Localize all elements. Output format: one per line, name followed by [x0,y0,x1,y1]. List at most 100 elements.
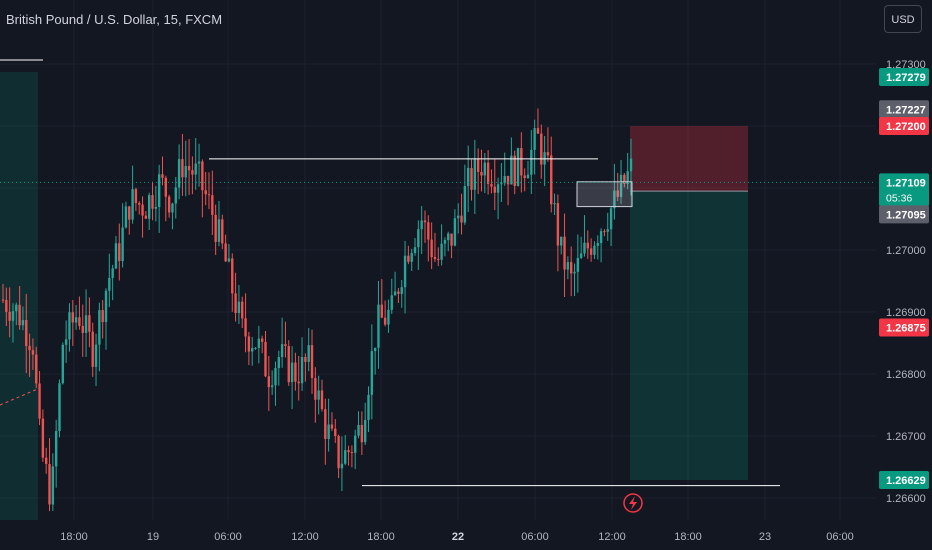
candle-body [35,354,38,384]
candle-body [556,203,560,246]
candle-body [506,176,510,185]
candle-body [28,345,31,351]
time-tick-label: 22 [452,531,464,543]
candle-body [41,418,45,458]
candle-body [483,162,486,176]
candle-body [373,347,377,352]
candle-body [589,248,593,255]
candle-body [443,240,447,244]
candle-body [231,258,234,294]
price-tags: 1.27279 1.27227 1.27200 1.27109 05:36 1.27095… [879,68,929,490]
candle-body [84,315,88,333]
candle-body [61,344,65,384]
price-tag-bg [879,205,929,224]
time-tick-label: 06:00 [826,531,854,543]
price-tag-bg [879,173,929,192]
candle-body [619,174,623,197]
candle-body [540,133,543,165]
candle-body [586,242,590,249]
price-tag-bg [879,68,929,87]
candle-body [234,293,237,313]
candle-body [151,195,154,209]
candle-body [347,450,350,453]
selection-box [576,181,633,208]
candle-body [280,344,284,358]
candle-body [51,466,55,505]
candle-body [284,344,287,347]
previous-position-zone [0,72,38,520]
candle-body [550,155,553,205]
candle-body [227,258,231,262]
candle-body [370,351,374,395]
price-axis[interactable]: 1.27300 1.27000 1.26900 1.26800 1.26700 1.266… [886,59,926,505]
candle-body [260,338,264,342]
time-tick-label: 23 [759,531,771,543]
price-tag-bg [879,117,929,135]
candle-body [1,299,5,301]
candle-body [247,336,251,352]
candle-body [563,236,566,270]
candle-body [423,220,427,223]
price-tag-label: 1.27109 [886,177,926,189]
candle-body [560,236,563,246]
candle-body [626,171,629,184]
candle-body [290,362,294,383]
candle-body [493,186,496,193]
drawings [0,158,876,513]
candle-body [503,176,506,184]
lightning-icon [623,493,643,513]
candle-body [417,229,420,248]
price-tick-label: 1.26700 [886,431,926,443]
time-tick-label: 18:00 [674,531,702,543]
candle-body [287,346,290,383]
candle-body [131,189,134,220]
candle-body [576,257,580,272]
candle-body [194,163,197,175]
candle-body [8,311,11,321]
price-tick-label: 1.27300 [886,59,926,71]
symbol-title: British Pound / U.S. Dollar, 15, FXCM [6,12,222,27]
stop-loss-zone [630,126,748,192]
candle-body [593,245,596,255]
candle-body [154,206,158,209]
candle-body [237,301,241,313]
candle-body [440,243,443,260]
candle-body [118,243,121,262]
candle-body [18,304,21,326]
currency-button[interactable]: USD [884,5,922,33]
candle-body [340,463,344,469]
time-tick-label: 18:00 [60,531,88,543]
take-profit-zone [630,191,748,481]
candle-body [171,203,174,213]
candle-body [44,457,48,464]
candle-body [327,424,330,440]
price-tag-label: 1.26875 [886,323,926,335]
candle-body [363,420,367,443]
candle-body [251,348,254,352]
candle-body [104,290,108,323]
price-tick-label: 1.26900 [886,307,926,319]
candle-body [410,252,413,262]
candle-body [546,152,550,156]
candle-body [254,347,257,349]
candle-body [566,262,570,270]
candle-body [526,174,530,179]
candles [1,108,633,512]
candle-body [101,310,104,323]
candle-body [623,174,626,184]
candle-body [490,183,493,187]
time-axis[interactable]: 18:00 19 06:00 12:00 18:00 22 06:00 12:00 18:00 2… [60,531,854,543]
candle-body [264,341,267,377]
candle-body [310,345,314,379]
candle-body [536,128,540,134]
candle-body [64,339,68,345]
candle-body [144,215,148,219]
candle-body [71,312,74,323]
price-tick-label: 1.26800 [886,369,926,381]
price-tag-bg [879,100,929,119]
candle-body [257,338,261,348]
candle-body [354,435,357,453]
candle-body [81,325,84,333]
candle-body [221,219,224,244]
